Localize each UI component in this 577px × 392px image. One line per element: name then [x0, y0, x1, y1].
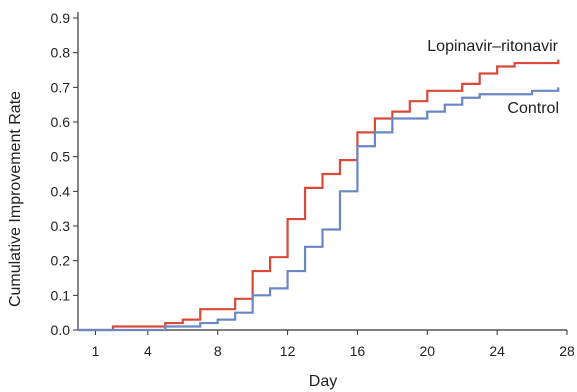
y-tick-label: 0.5 [51, 149, 71, 165]
x-tick-label: 1 [92, 343, 100, 359]
series-label-lopinavir-ritonavir: Lopinavir–ritonavir [427, 38, 558, 55]
series-label-control: Control [507, 100, 559, 117]
x-tick-label: 8 [214, 343, 222, 359]
y-tick-label: 0.8 [51, 45, 71, 61]
y-tick-label: 0.1 [51, 287, 71, 303]
x-tick-label: 4 [144, 343, 152, 359]
y-ticks: 0.0 0.1 0.2 0.3 0.4 0.5 0.6 0.7 0.8 0.9 [51, 10, 78, 338]
x-tick-label: 12 [280, 343, 296, 359]
y-tick-label: 0.7 [51, 79, 71, 95]
x-axis-label: Day [309, 373, 337, 390]
series-layer [78, 59, 560, 332]
series-line-lopinavir-ritonavir [78, 59, 560, 332]
y-tick-label: 0.9 [51, 10, 71, 26]
series-line-control [78, 87, 560, 332]
y-tick-label: 0.2 [51, 253, 71, 269]
y-tick-label: 0.4 [51, 183, 71, 199]
y-axis-label: Cumulative Improvement Rate [7, 91, 24, 307]
axes [77, 12, 567, 331]
x-tick-label: 16 [350, 343, 366, 359]
x-tick-label: 24 [489, 343, 505, 359]
x-tick-label: 28 [559, 343, 575, 359]
y-tick-label: 0.3 [51, 218, 71, 234]
y-tick-label: 0.0 [51, 322, 71, 338]
x-ticks: 1 4 8 12 16 20 24 28 [92, 330, 575, 359]
y-tick-label: 0.6 [51, 114, 71, 130]
x-tick-label: 20 [419, 343, 435, 359]
